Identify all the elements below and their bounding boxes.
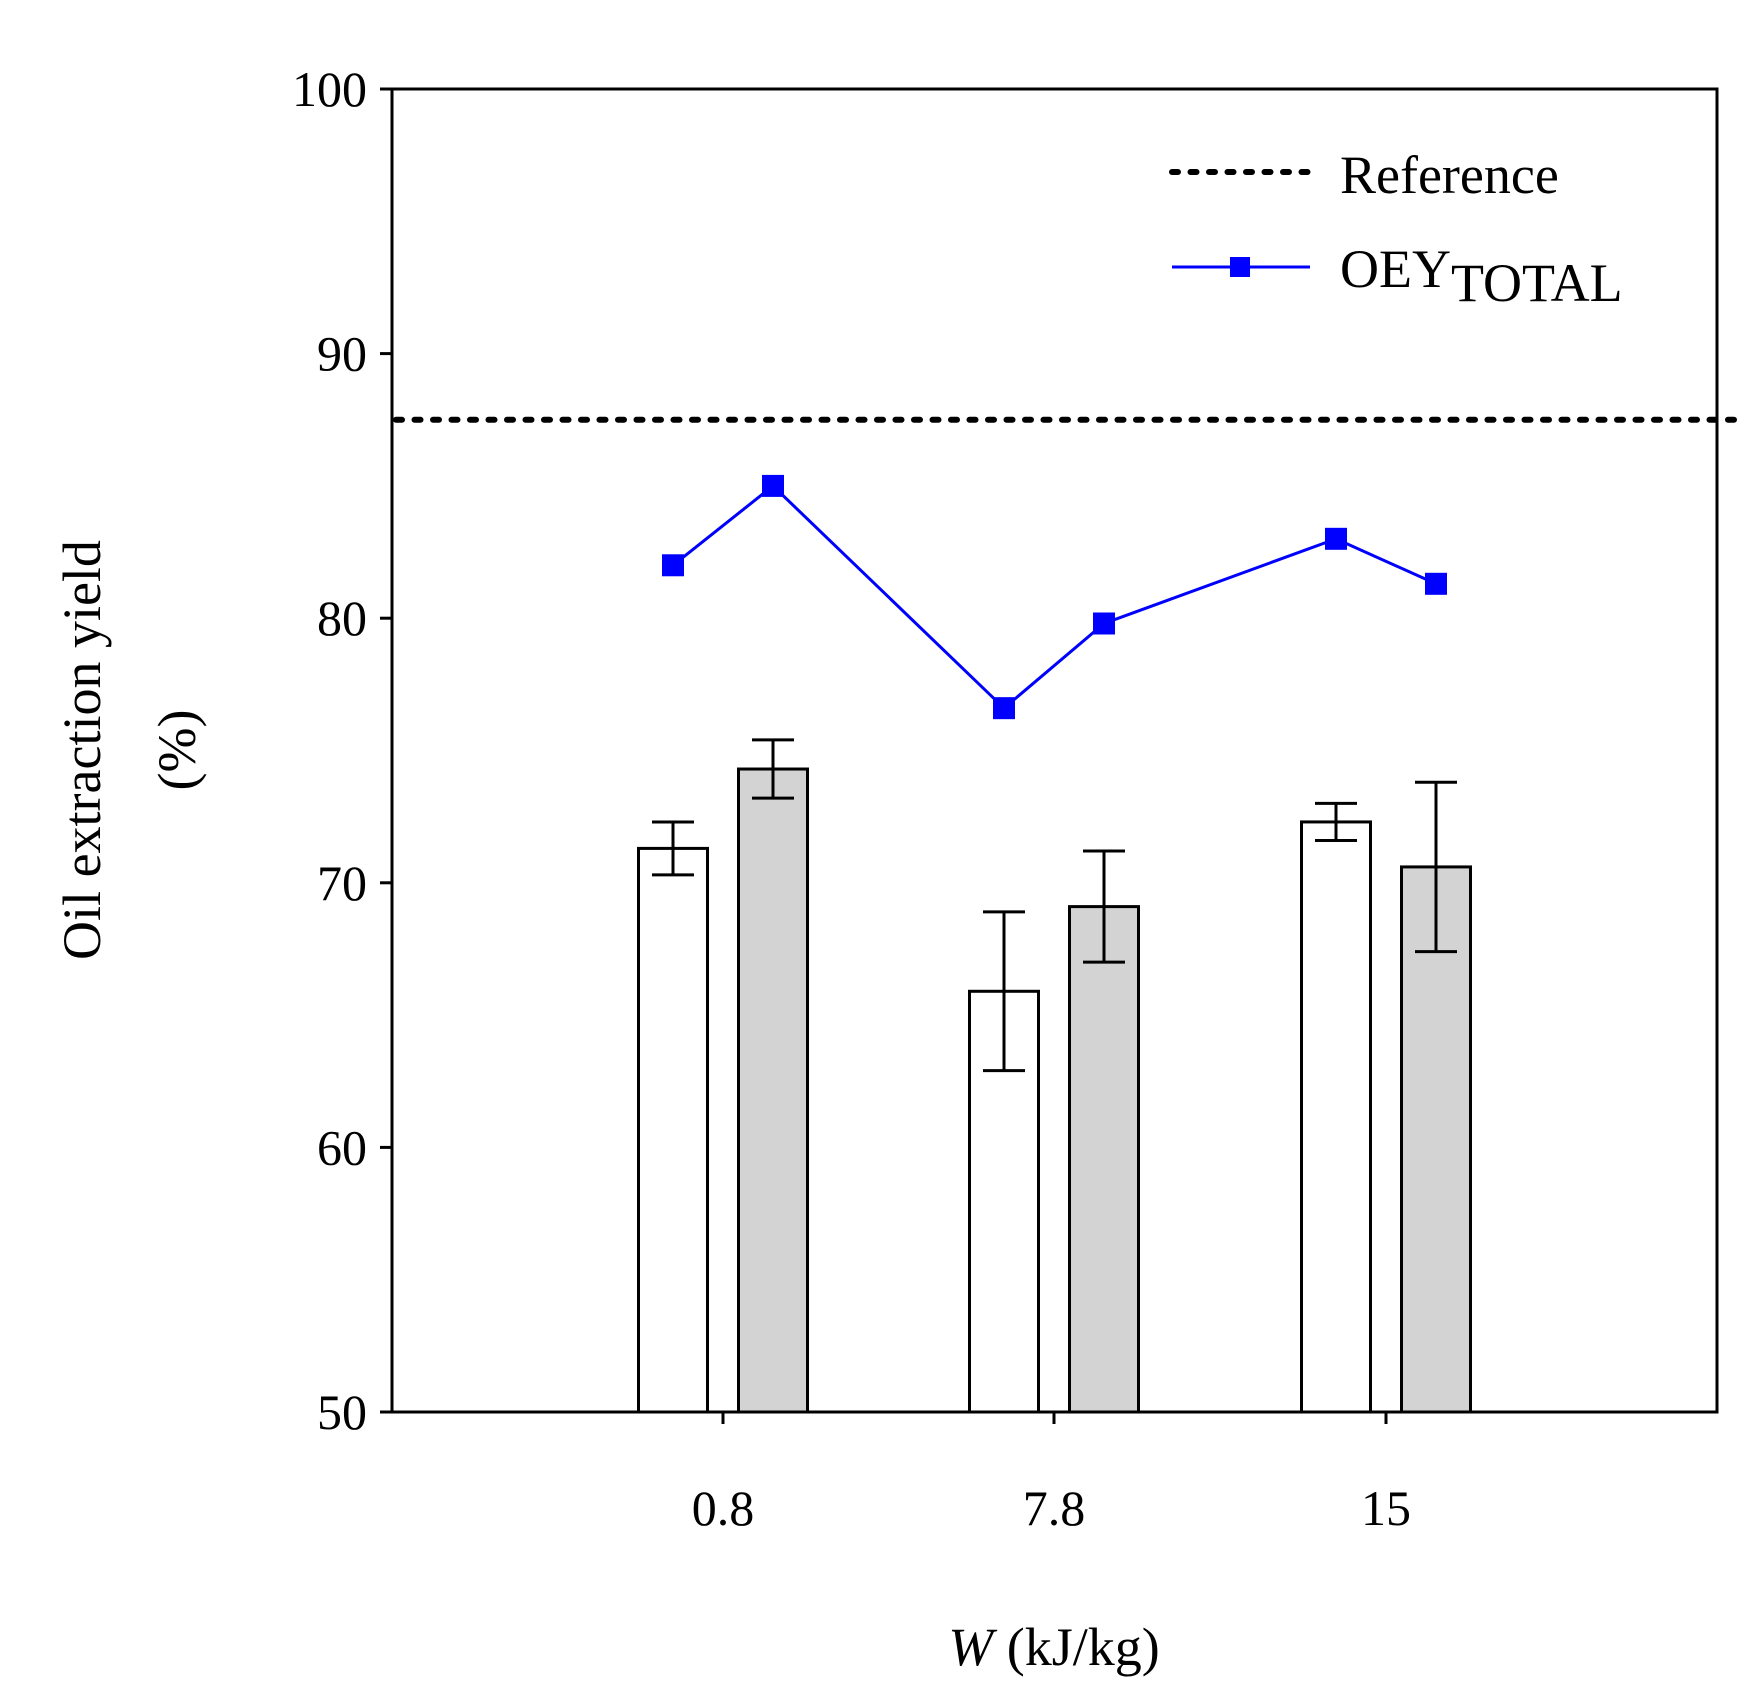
y-axis-title-line2: (%)	[147, 710, 207, 791]
x-tick-label: 15	[1361, 1480, 1411, 1536]
oey-total-line	[672, 483, 1437, 711]
bar	[1400, 865, 1472, 1414]
y-tick-label: 50	[317, 1384, 367, 1440]
oey-total-point	[1093, 612, 1115, 635]
x-axis-title-unit: (kJ/kg)	[993, 1617, 1159, 1677]
x-tick-label: 0.8	[692, 1480, 755, 1536]
x-tick-label: 7.8	[1023, 1480, 1086, 1536]
legend-reference-label: Reference	[1340, 145, 1559, 205]
x-axis-title-variable: W	[948, 1617, 998, 1677]
legend-oey-swatch-marker	[1230, 257, 1250, 277]
legend-oey-label: OEYTOTAL	[1340, 239, 1623, 313]
bar	[1300, 820, 1372, 1414]
legend: Reference OEYTOTAL	[1169, 145, 1623, 313]
y-tick-label: 80	[317, 590, 367, 646]
x-axis: 0.8 7.8 15	[692, 1412, 1411, 1536]
y-tick-label: 70	[317, 855, 367, 911]
legend-oey-label-sub: TOTAL	[1451, 253, 1623, 313]
y-tick-label: 60	[317, 1119, 367, 1175]
bars-layer	[637, 767, 1472, 1414]
bar	[737, 767, 809, 1414]
bar	[1068, 905, 1140, 1414]
legend-oey-label-main: OEY	[1340, 239, 1451, 299]
oey-total-point	[662, 554, 684, 577]
y-axis-title-line1: Oil extraction yield	[52, 540, 112, 960]
oey-total-layer	[662, 474, 1447, 720]
error-bars-layer	[652, 738, 1457, 1073]
oey-total-point	[1325, 527, 1347, 550]
bar	[637, 846, 709, 1414]
y-tick-label: 100	[292, 61, 367, 117]
x-axis-title: W (kJ/kg)	[948, 1617, 1159, 1677]
y-axis: 50 60 70 80 90 100	[292, 61, 392, 1440]
y-tick-label: 90	[317, 326, 367, 382]
oey-total-point	[1425, 572, 1447, 595]
oey-total-point	[762, 474, 784, 497]
oey-total-point	[993, 697, 1015, 720]
